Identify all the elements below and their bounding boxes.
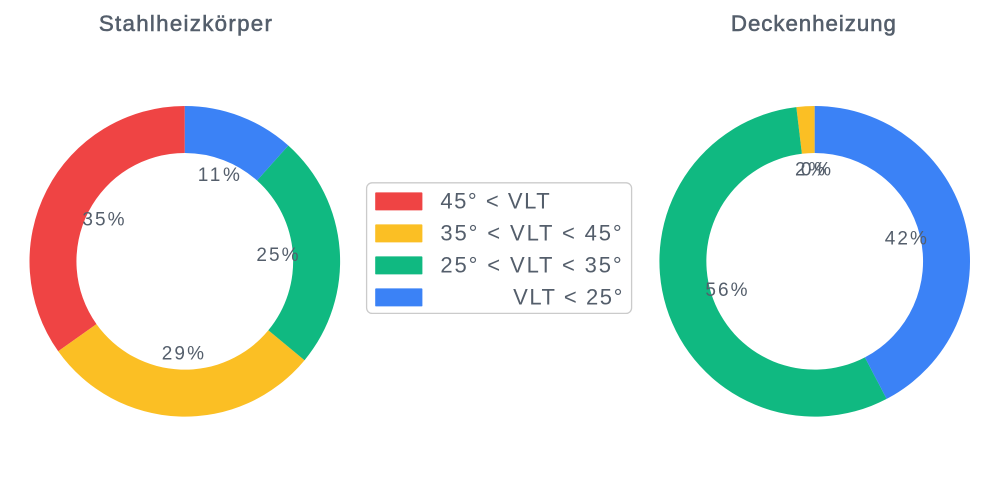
svg-text:42%: 42%: [885, 228, 927, 249]
svg-text:25%: 25%: [256, 245, 298, 266]
svg-text:2%: 2%: [795, 160, 825, 181]
svg-text:35° < VLT < 45°: 35° < VLT < 45°: [440, 220, 621, 245]
svg-text:11%: 11%: [198, 165, 240, 186]
svg-text:VLT < 25°: VLT < 25°: [513, 284, 622, 309]
svg-text:56%: 56%: [705, 280, 747, 301]
svg-text:45° < VLT: 45° < VLT: [440, 188, 549, 213]
svg-text:0%: 0%: [801, 159, 831, 180]
svg-text:Stahlheizkörper: Stahlheizkörper: [99, 11, 273, 36]
svg-text:25° < VLT < 35°: 25° < VLT < 35°: [440, 252, 621, 277]
svg-text:35%: 35%: [82, 209, 124, 230]
svg-text:29%: 29%: [162, 344, 204, 365]
svg-text:Deckenheizung: Deckenheizung: [731, 11, 896, 36]
